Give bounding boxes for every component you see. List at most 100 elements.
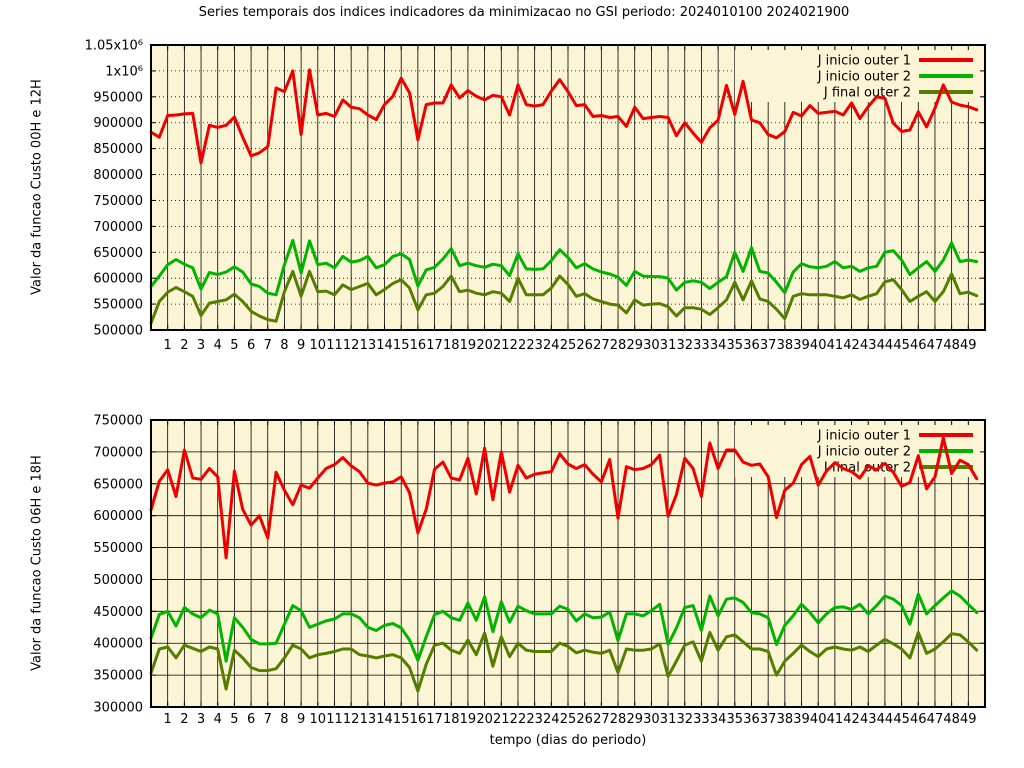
x-tick-label: 25 [560,338,577,353]
x-tick-label: 43 [860,338,877,353]
x-tick-label: 5 [230,712,238,727]
plot-border [150,419,986,708]
y-tick-label: 450000 [93,605,143,620]
x-tick-label: 41 [827,338,844,353]
x-tick-label: 9 [297,338,305,353]
x-tick-label: 18 [443,338,460,353]
x-axis-label: tempo (dias do periodo) [489,733,647,748]
x-tick-label: 37 [760,338,777,353]
x-tick-label: 16 [410,712,427,727]
legend-label: J inicio outer 2 [817,445,911,460]
x-tick-label: 34 [710,712,727,727]
y-tick-label: 500000 [93,573,143,588]
y-tick-label: 300000 [93,701,143,716]
y-tick-label: 750000 [93,194,143,209]
x-tick-label: 45 [893,338,910,353]
x-tick-label: 21 [493,338,510,353]
y-tick-label: 950000 [93,90,143,105]
x-tick-label: 27 [593,338,610,353]
x-tick-label: 2 [180,712,188,727]
x-tick-label: 7 [264,338,272,353]
x-tick-label: 34 [710,338,727,353]
x-tick-label: 4 [214,338,222,353]
x-tick-label: 20 [476,712,493,727]
y-tick-label: 700000 [93,445,143,460]
y-tick-label: 650000 [93,246,143,261]
y-tick-label: 1.05x10⁶ [85,39,143,54]
x-tick-label: 24 [543,338,560,353]
x-tick-label: 13 [360,338,377,353]
x-tick-label: 28 [610,338,627,353]
x-tick-label: 23 [526,712,543,727]
x-tick-label: 30 [643,338,660,353]
x-tick-label: 35 [727,712,744,727]
y-tick-label: 750000 [93,414,143,429]
x-tick-label: 12 [343,338,360,353]
x-tick-label: 49 [960,338,977,353]
top-y-axis-label: Valor da funcao Custo 00H e 12H [29,79,45,295]
series-line-J-inicio-outer-2 [149,238,979,297]
x-tick-label: 8 [280,338,288,353]
x-tick-label: 38 [777,338,794,353]
series-line-J-inicio-outer-1 [149,436,979,560]
x-tick-label: 9 [297,712,305,727]
x-tick-label: 10 [310,712,327,727]
x-tick-label: 20 [476,338,493,353]
x-tick-label: 24 [543,712,560,727]
x-tick-label: 46 [910,712,927,727]
x-tick-label: 48 [943,338,960,353]
x-tick-label: 30 [643,712,660,727]
y-tick-label: 600000 [93,509,143,524]
y-tick-label: 550000 [93,541,143,556]
x-tick-label: 5 [230,338,238,353]
x-tick-label: 31 [660,338,677,353]
x-tick-label: 15 [393,338,410,353]
x-tick-label: 39 [793,338,810,353]
legend-label: J inicio outer 1 [817,429,911,444]
x-tick-label: 47 [927,338,944,353]
x-tick-label: 44 [877,338,894,353]
x-tick-label: 8 [280,712,288,727]
y-tick-label: 1x10⁶ [105,64,143,79]
x-tick-label: 23 [526,338,543,353]
x-tick-label: 32 [676,712,693,727]
x-tick-label: 22 [510,338,527,353]
x-tick-label: 41 [827,712,844,727]
y-tick-label: 700000 [93,220,143,235]
x-tick-label: 31 [660,712,677,727]
x-tick-label: 28 [610,712,627,727]
x-tick-label: 22 [510,712,527,727]
x-tick-label: 3 [197,712,205,727]
x-tick-label: 26 [576,338,593,353]
x-tick-label: 1 [164,712,172,727]
x-tick-label: 11 [326,338,343,353]
y-tick-label: 650000 [93,477,143,492]
x-tick-label: 18 [443,712,460,727]
x-tick-label: 14 [376,712,393,727]
x-tick-label: 26 [576,712,593,727]
series-line-J-inicio-outer-2 [149,589,979,663]
x-tick-label: 6 [247,712,255,727]
x-tick-label: 45 [893,712,910,727]
x-tick-label: 35 [727,338,744,353]
legend-label: J inicio outer 2 [817,70,911,85]
x-tick-label: 4 [214,712,222,727]
y-tick-label: 500000 [93,324,143,339]
x-tick-label: 42 [843,712,860,727]
legend-label: J inicio outer 1 [817,54,911,69]
x-tick-label: 43 [860,712,877,727]
plot-border [150,44,986,331]
x-tick-label: 27 [593,712,610,727]
x-tick-label: 14 [376,338,393,353]
x-tick-label: 12 [343,712,360,727]
x-tick-label: 10 [310,338,327,353]
x-tick-label: 16 [410,338,427,353]
y-tick-label: 400000 [93,637,143,652]
x-tick-label: 36 [743,712,760,727]
series-line-J-inicio-outer-1 [149,68,979,165]
x-tick-label: 25 [560,712,577,727]
legend-label: J final outer 2 [823,86,911,101]
series-line-J-final-outer-2 [149,630,979,693]
